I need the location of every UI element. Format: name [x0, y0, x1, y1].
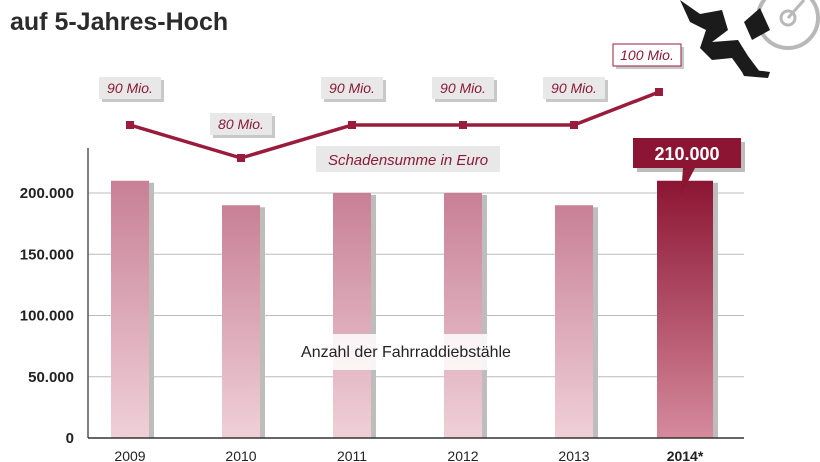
line-label-box: [321, 77, 383, 99]
x-tick-label: 2014*: [667, 448, 704, 462]
x-tick-label: 2013: [558, 448, 589, 462]
y-tick-label: 50.000: [28, 369, 74, 386]
line-label-box: [612, 43, 682, 67]
bar: [333, 193, 371, 438]
y-tick-label: 0: [66, 430, 74, 447]
line-point: [348, 121, 356, 129]
cyclist-illustration-icon: [680, 0, 820, 78]
line-series: [129, 90, 660, 160]
line-point: [459, 121, 467, 129]
line-label-box: [210, 113, 272, 135]
line-value-label: 90 Mio.: [440, 80, 486, 96]
line-point: [126, 121, 134, 129]
bar-series-label: Anzahl der Fahrraddiebstähle: [301, 344, 511, 361]
x-tick-label: 2010: [225, 448, 256, 462]
line-series-label: Schadensumme in Euro: [328, 152, 488, 169]
highlight-value-label: 210.000: [654, 144, 719, 164]
y-tick-label: 100.000: [20, 308, 74, 325]
y-tick-label: 200.000: [20, 185, 74, 202]
line-label-box: [99, 77, 161, 99]
line-point: [570, 121, 578, 129]
line-label-box: [543, 77, 605, 99]
x-tick-label: 2012: [447, 448, 478, 462]
y-tick-label: 150.000: [20, 246, 74, 263]
highlight-callout: [633, 138, 741, 195]
bar: [657, 180, 713, 438]
x-tick-label: 2011: [337, 448, 367, 462]
bar-series-label-bg: [278, 334, 534, 370]
bar: [222, 205, 260, 438]
bar: [444, 193, 482, 438]
line-point: [655, 88, 663, 96]
bar: [555, 205, 593, 438]
chart-title: auf 5-Jahres-Hoch: [10, 8, 229, 36]
line-label-box: [432, 77, 494, 99]
x-tick-label: 2009: [114, 448, 145, 462]
line-value-label: 90 Mio.: [329, 80, 375, 96]
line-point: [237, 154, 245, 162]
line-value-label: 100 Mio.: [620, 47, 674, 63]
line-value-label: 80 Mio.: [218, 116, 264, 132]
line-value-label: 90 Mio.: [107, 80, 153, 96]
bar: [111, 180, 149, 438]
line-value-label: 90 Mio.: [551, 80, 597, 96]
line-series-label-bg: [316, 146, 500, 172]
